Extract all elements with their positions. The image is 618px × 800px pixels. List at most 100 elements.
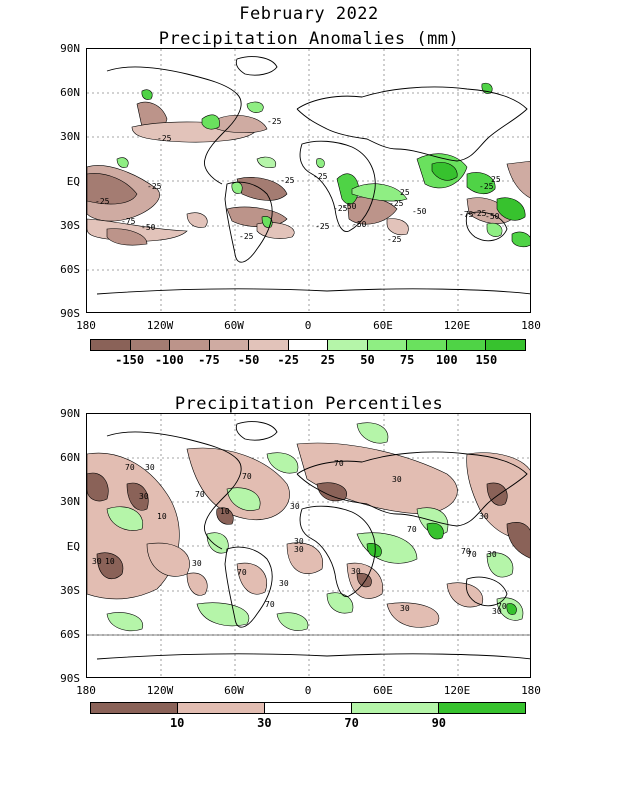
svg-text:70: 70 [125, 463, 135, 472]
svg-text:30: 30 [192, 559, 202, 568]
colorbar-swatch [439, 703, 525, 713]
svg-text:30: 30 [294, 545, 304, 554]
panel1-lat-label: 60S [60, 263, 80, 276]
panel2-lon-label: 180 [521, 684, 541, 697]
svg-text:-25: -25 [387, 235, 402, 244]
panel2-lon-label: 120E [443, 684, 471, 697]
panel1-colorbar [90, 339, 526, 351]
panel1-title: Precipitation Anomalies (mm) [158, 29, 460, 49]
svg-text:25: 25 [400, 188, 410, 197]
svg-text:-75: -75 [459, 210, 474, 219]
svg-text:-25: -25 [479, 182, 494, 191]
panel2-lon-label: 60W [224, 684, 244, 697]
panel2-lat-label: 30N [60, 495, 80, 508]
svg-text:30: 30 [487, 550, 497, 559]
svg-text:-25: -25 [389, 199, 404, 208]
svg-text:30: 30 [290, 502, 300, 511]
colorbar-swatch [352, 703, 439, 713]
svg-text:10: 10 [157, 512, 167, 521]
colorbar-swatch [328, 340, 368, 350]
svg-text:-25: -25 [315, 222, 330, 231]
panel2-map: 70 30 10 30 70 70 10 70 30 30 70 30 30 1… [86, 413, 531, 678]
colorbar-label: 75 [399, 353, 415, 367]
panel2-contour-labels: 70 30 10 30 70 70 10 70 30 30 70 30 30 1… [92, 459, 507, 616]
colorbar-label: -50 [237, 353, 260, 367]
panel2-lat-label: EQ [66, 540, 80, 553]
colorbar-label: -100 [154, 353, 184, 367]
panel2-lat-label: 90N [60, 407, 80, 420]
svg-text:70: 70 [497, 602, 507, 611]
colorbar-label: 150 [475, 353, 498, 367]
colorbar-label: -25 [277, 353, 300, 367]
svg-text:-25: -25 [267, 117, 282, 126]
svg-text:-25: -25 [313, 172, 328, 181]
panel2-lon-label: 120W [146, 684, 174, 697]
panel1-lat-label: 90S [60, 307, 80, 320]
svg-text:70: 70 [195, 490, 205, 499]
figure-title: February 2022 [239, 4, 379, 24]
panel2-colorbar [90, 702, 526, 714]
colorbar-label: 30 [257, 716, 272, 730]
panel1-wet-fills [116, 82, 530, 248]
colorbar-label: 10 [169, 716, 185, 730]
colorbar-label: 100 [435, 353, 458, 367]
colorbar-swatch [367, 340, 408, 350]
svg-text:70: 70 [265, 600, 275, 609]
svg-text:-50: -50 [412, 207, 427, 216]
svg-text:-50: -50 [485, 212, 500, 221]
svg-text:-50: -50 [352, 220, 367, 229]
svg-text:-25: -25 [147, 182, 162, 191]
svg-text:70: 70 [242, 472, 252, 481]
svg-text:25: 25 [491, 175, 501, 184]
panel1-map-svg: -25 -25 -25 -25 -25 -25 -50 -75 -25 -25 … [87, 49, 530, 312]
svg-text:70: 70 [467, 550, 477, 559]
panel2-lat-label: 90S [60, 672, 80, 685]
svg-text:-25: -25 [333, 204, 348, 213]
panel2-wet-fills [106, 422, 524, 632]
svg-text:-25: -25 [239, 232, 254, 241]
colorbar-label: 25 [320, 353, 336, 367]
panel1-lon-label: 180 [521, 319, 541, 332]
svg-text:-50: -50 [141, 223, 156, 232]
svg-text:10: 10 [105, 557, 115, 566]
svg-text:30: 30 [139, 492, 149, 501]
panel1-lat-label: 90N [60, 42, 80, 55]
colorbar-swatch [130, 340, 171, 350]
colorbar-swatch [178, 703, 265, 713]
colorbar-swatch [288, 340, 329, 350]
panel2-title: Precipitation Percentiles [174, 394, 444, 414]
colorbar-label: -150 [115, 353, 145, 367]
svg-text:70: 70 [334, 459, 344, 468]
panel1-coastlines [96, 56, 530, 295]
svg-text:30: 30 [145, 463, 155, 472]
svg-text:30: 30 [351, 567, 361, 576]
svg-text:30: 30 [392, 475, 402, 484]
colorbar-swatch [91, 703, 178, 713]
colorbar-swatch [209, 340, 250, 350]
colorbar-swatch [249, 340, 289, 350]
panel2-lon-label: 180 [76, 684, 96, 697]
svg-text:-25: -25 [280, 176, 295, 185]
colorbar-swatch [265, 703, 352, 713]
panel1-lat-label: 30S [60, 219, 80, 232]
colorbar-swatch [170, 340, 210, 350]
svg-text:10: 10 [220, 507, 230, 516]
panel1-lon-label: 0 [304, 319, 312, 332]
colorbar-label: -75 [198, 353, 220, 367]
colorbar-label: 70 [344, 716, 359, 730]
panel1-lon-label: 60E [373, 319, 393, 332]
svg-text:70: 70 [237, 568, 247, 577]
panel1-lat-label: 30N [60, 130, 80, 143]
panel2-lon-label: 0 [304, 684, 312, 697]
colorbar-swatch [486, 340, 526, 350]
svg-text:30: 30 [92, 557, 102, 566]
panel2-lat-label: 30S [60, 584, 80, 597]
colorbar-swatch [446, 340, 487, 350]
colorbar-label: 90 [431, 716, 447, 730]
panel1-lon-label: 180 [76, 319, 96, 332]
panel1-map: -25 -25 -25 -25 -25 -25 -50 -75 -25 -25 … [86, 48, 531, 313]
panel2-lat-label: 60N [60, 451, 80, 464]
colorbar-swatch [91, 340, 131, 350]
svg-text:-75: -75 [121, 217, 136, 226]
panel2-map-svg: 70 30 10 30 70 70 10 70 30 30 70 30 30 1… [87, 414, 530, 677]
